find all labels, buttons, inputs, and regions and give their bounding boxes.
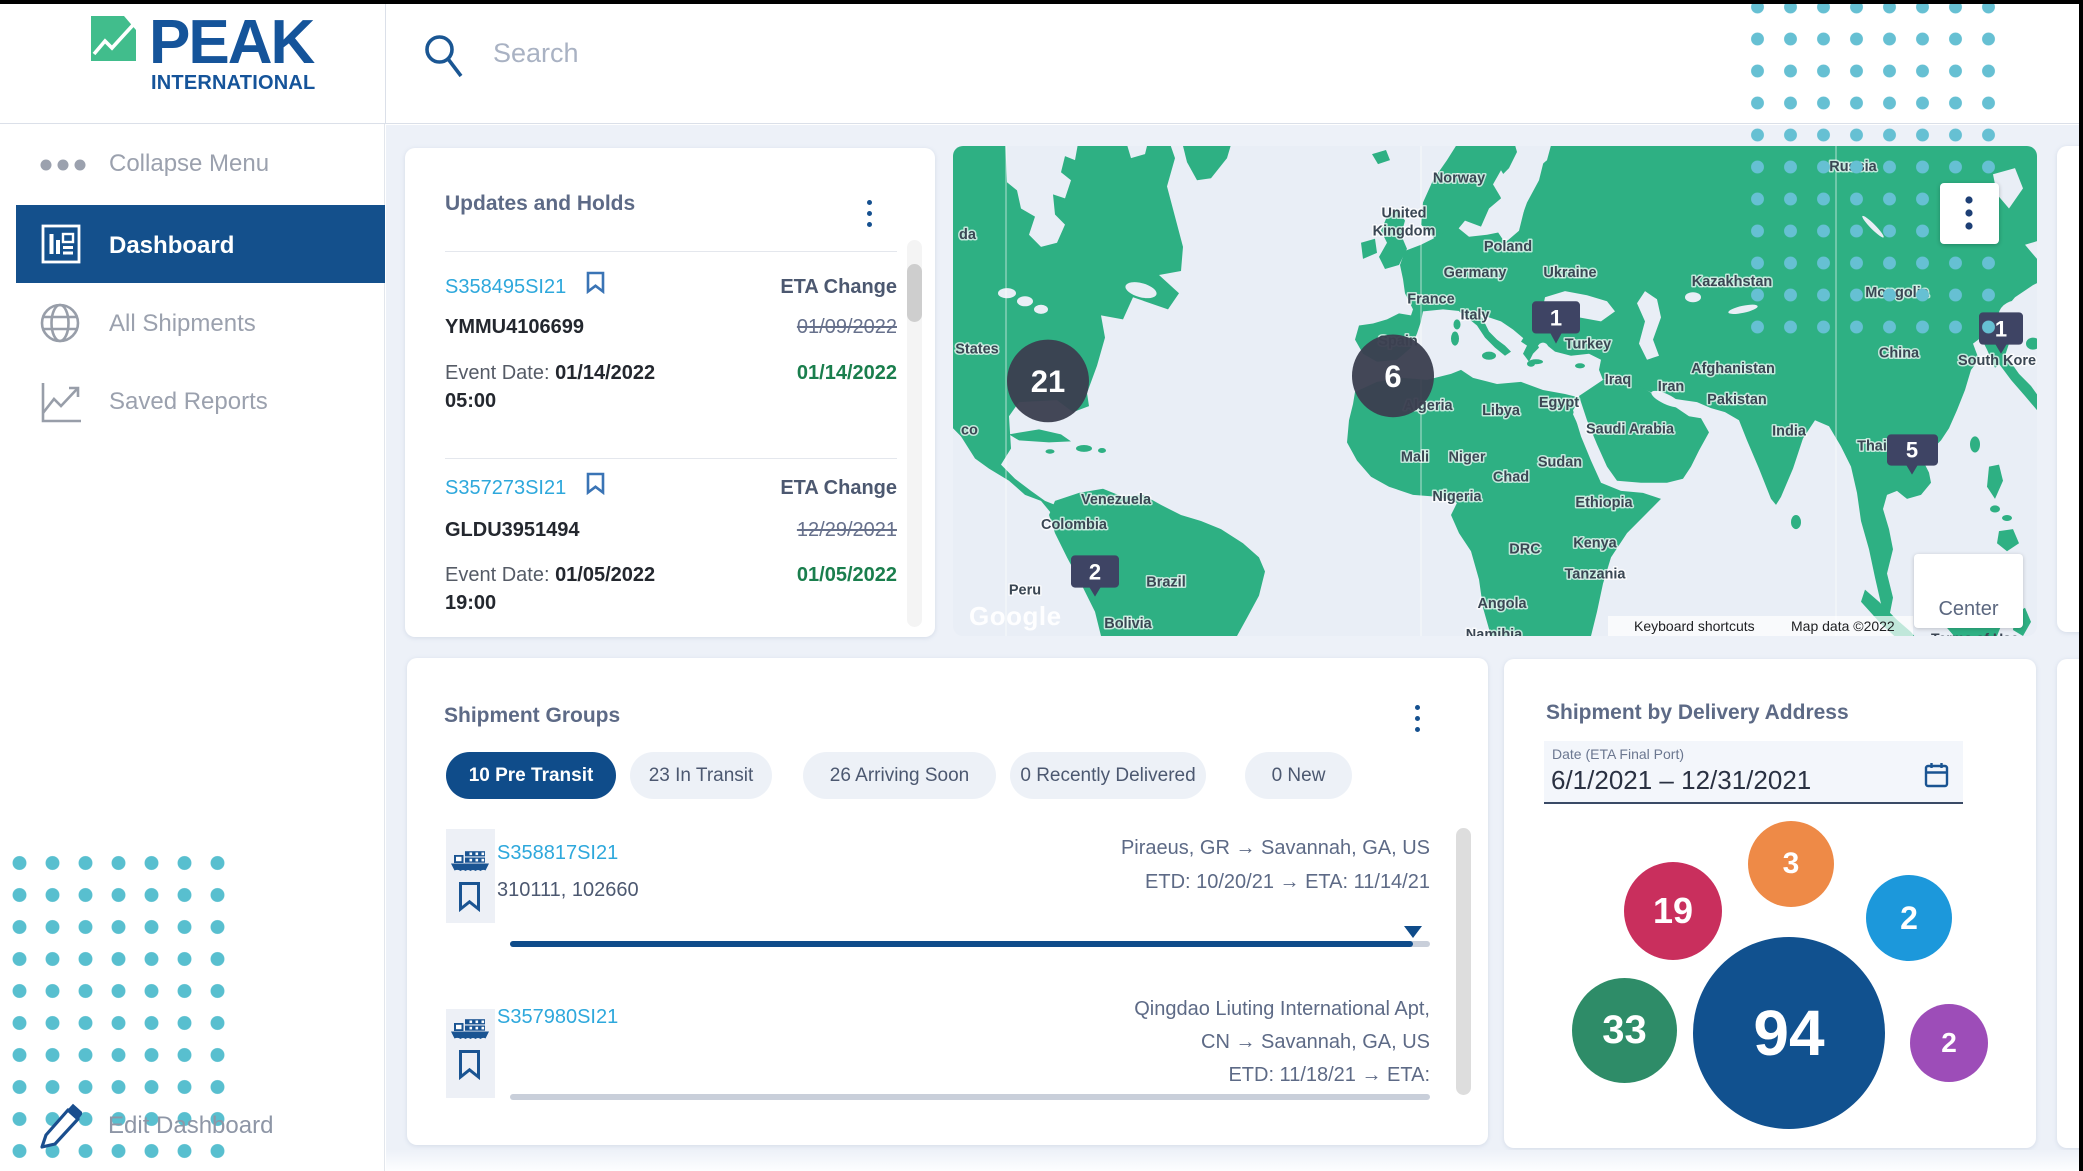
svg-text:Ukraine: Ukraine — [1543, 265, 1596, 281]
svg-text:Tanzania: Tanzania — [1565, 566, 1627, 582]
svg-text:Turkey: Turkey — [1565, 337, 1612, 353]
svg-text:Peru: Peru — [1009, 583, 1041, 599]
svg-text:United: United — [1381, 206, 1426, 222]
svg-text:1: 1 — [1995, 316, 2007, 341]
svg-text:Italy: Italy — [1461, 307, 1491, 323]
svg-text:Iraq: Iraq — [1605, 372, 1632, 388]
svg-text:Libya: Libya — [1482, 403, 1521, 419]
svg-text:Poland: Poland — [1484, 239, 1532, 255]
svg-text:DRC: DRC — [1509, 541, 1541, 557]
svg-text:Afghanistan: Afghanistan — [1691, 361, 1775, 377]
svg-text:co: co — [961, 422, 978, 438]
svg-text:Nigeria: Nigeria — [1432, 489, 1482, 505]
svg-text:South Kore: South Kore — [1958, 353, 2036, 369]
svg-text:6: 6 — [1384, 359, 1401, 394]
svg-text:Mongolia: Mongolia — [1865, 285, 1929, 301]
svg-text:2: 2 — [1089, 559, 1101, 584]
svg-text:Kingdom: Kingdom — [1373, 224, 1436, 240]
svg-text:5: 5 — [1906, 437, 1918, 462]
svg-text:Thai: Thai — [1857, 438, 1887, 454]
svg-text:India: India — [1772, 423, 1807, 439]
svg-text:Mali: Mali — [1401, 450, 1429, 466]
svg-text:Bolivia: Bolivia — [1104, 616, 1152, 632]
svg-text:Chad: Chad — [1493, 470, 1529, 486]
svg-text:da: da — [959, 227, 977, 243]
svg-text:China: China — [1879, 346, 1920, 362]
svg-text:Pakistan: Pakistan — [1707, 392, 1767, 408]
svg-text:Germany: Germany — [1444, 265, 1508, 281]
svg-text:Angola: Angola — [1477, 596, 1527, 612]
svg-text:Egypt: Egypt — [1539, 395, 1579, 411]
svg-text:1: 1 — [1550, 305, 1562, 330]
svg-text:Niger: Niger — [1448, 450, 1485, 466]
svg-text:Russia: Russia — [1829, 159, 1877, 175]
svg-text:Kenya: Kenya — [1573, 535, 1617, 551]
svg-text:Saudi Arabia: Saudi Arabia — [1586, 421, 1675, 437]
svg-text:Ethiopia: Ethiopia — [1575, 495, 1633, 511]
svg-text:Kazakhstan: Kazakhstan — [1692, 274, 1773, 290]
svg-text:Sudan: Sudan — [1538, 455, 1582, 471]
svg-text:States: States — [955, 342, 998, 358]
svg-text:Venezuela: Venezuela — [1081, 492, 1152, 508]
svg-text:Brazil: Brazil — [1146, 575, 1185, 591]
svg-text:Iran: Iran — [1658, 379, 1685, 395]
svg-text:21: 21 — [1031, 364, 1065, 399]
svg-text:Norway: Norway — [1433, 170, 1486, 186]
svg-text:France: France — [1407, 291, 1455, 307]
svg-text:Namibia: Namibia — [1466, 627, 1523, 636]
svg-text:Colombia: Colombia — [1041, 517, 1108, 533]
